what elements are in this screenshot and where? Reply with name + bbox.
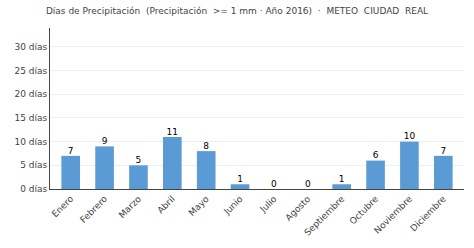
svg-text:6: 6 [373, 150, 379, 160]
svg-text:5: 5 [136, 155, 142, 165]
svg-text:7: 7 [440, 146, 446, 156]
svg-text:9: 9 [102, 136, 108, 146]
svg-text:Mayo: Mayo [187, 193, 211, 217]
svg-text:Diciembre: Diciembre [408, 193, 448, 233]
svg-text:10: 10 [404, 131, 416, 141]
svg-text:Julio: Julio [257, 193, 278, 214]
svg-text:11: 11 [167, 127, 178, 137]
svg-text:Días de Precipitación (Precip: Días de Precipitación (Precipitación >= … [46, 6, 428, 16]
svg-text:7: 7 [68, 146, 74, 156]
svg-text:Septiembre: Septiembre [302, 194, 346, 238]
svg-text:0: 0 [271, 179, 277, 189]
svg-text:20 días: 20 días [14, 89, 47, 99]
svg-text:Noviembre: Noviembre [372, 193, 414, 235]
svg-text:Agosto: Agosto [283, 193, 312, 222]
svg-text:30 días: 30 días [14, 42, 47, 52]
svg-text:5 días: 5 días [20, 160, 47, 170]
svg-text:1: 1 [339, 174, 345, 184]
svg-text:Abril: Abril [155, 194, 177, 216]
svg-text:0: 0 [305, 179, 311, 189]
svg-text:8: 8 [203, 141, 209, 151]
svg-text:10 días: 10 días [14, 137, 47, 147]
svg-text:Enero: Enero [50, 193, 76, 219]
svg-text:1: 1 [237, 174, 243, 184]
svg-text:15 días: 15 días [14, 113, 47, 123]
svg-text:Junio: Junio [221, 193, 245, 217]
svg-text:Febrero: Febrero [78, 193, 109, 224]
svg-text:25 días: 25 días [14, 66, 47, 76]
svg-text:Octubre: Octubre [348, 194, 381, 227]
svg-text:Marzo: Marzo [117, 193, 144, 220]
svg-text:0 días: 0 días [20, 184, 47, 194]
